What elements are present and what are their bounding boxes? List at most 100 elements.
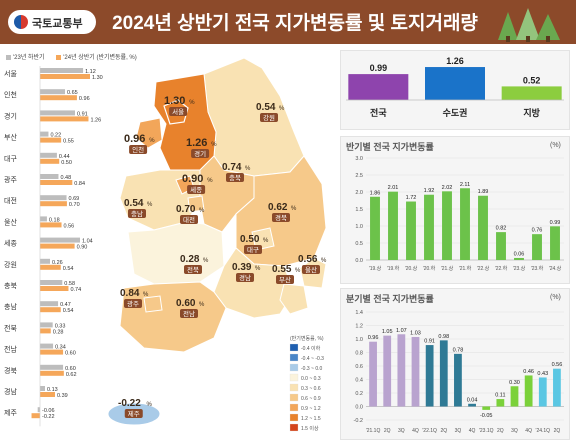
bar-value-label: -0.05 xyxy=(480,413,493,419)
map-callout: 0.56 % 울산 xyxy=(298,254,327,274)
map-callout: 0.54 % 강원 xyxy=(256,102,285,122)
map-value-label: 0.74 xyxy=(222,162,242,173)
x-tick-label: '21.상 xyxy=(441,265,454,272)
region-label: 경북 xyxy=(4,366,17,375)
map-region-name: 경북 xyxy=(275,213,287,222)
scale-legend-label: -0.4 이하 xyxy=(301,345,321,352)
map-unit-label: % xyxy=(291,206,297,212)
region-bar-prev xyxy=(40,216,47,222)
region-value-curr: 0.54 xyxy=(63,266,74,272)
map-callout: 0.70 % 대전 xyxy=(176,204,205,224)
x-tick-label: '19.상 xyxy=(369,265,382,272)
map-unit-label: % xyxy=(199,208,205,214)
region-value-prev: 0.69 xyxy=(69,196,80,202)
region-bar-curr xyxy=(40,328,51,334)
region-value-prev: 0.47 xyxy=(60,302,71,308)
bar xyxy=(482,406,491,410)
region-bar-curr xyxy=(40,222,62,228)
region-bar-prev xyxy=(40,301,59,307)
map-callout: 0.39 % 경남 xyxy=(232,262,261,282)
x-tick-label: '22.상 xyxy=(477,265,490,272)
scale-legend-swatch xyxy=(289,373,299,382)
y-tick-label: 1.0 xyxy=(355,224,363,230)
map-value-label: 0.55 xyxy=(272,264,292,275)
map-value-label: 0.50 xyxy=(240,234,260,245)
summary-value: 0.99 xyxy=(370,63,388,73)
region-bar-curr xyxy=(40,286,69,291)
region-value-prev: 0.60 xyxy=(65,366,76,372)
map-region-tag xyxy=(302,265,320,274)
map-region-tag xyxy=(184,265,202,274)
scale-legend-label: 0.0 ~ 0.3 xyxy=(301,376,321,382)
region-bar-curr xyxy=(40,349,64,355)
half-chart-title: 반기별 전국 지가변동률 xyxy=(346,142,434,152)
region-bar-curr xyxy=(40,307,61,313)
bar-value-label: 1.72 xyxy=(406,195,417,201)
region-value-curr: 1.26 xyxy=(90,117,101,123)
x-tick-label: 3Q xyxy=(455,428,462,434)
region-value-prev: 0.65 xyxy=(67,90,78,96)
bar-value-label: 1.05 xyxy=(382,329,393,335)
map-region-name: 전북 xyxy=(187,265,199,274)
summary-bar xyxy=(348,74,409,100)
region-value-prev: 0.26 xyxy=(52,260,63,266)
map-region-tag xyxy=(236,273,254,282)
region-bar-curr xyxy=(40,264,61,270)
x-tick-label: 4Q xyxy=(525,428,532,434)
bar xyxy=(369,341,377,407)
region-value-curr: 0.96 xyxy=(79,96,90,102)
map-callout: 0.96 % 인천 xyxy=(124,133,155,154)
region-bar-prev xyxy=(40,343,54,349)
bar xyxy=(550,226,560,260)
map-unit-label: % xyxy=(199,302,205,308)
scale-legend-swatch xyxy=(289,403,299,412)
region-label: 충북 xyxy=(4,281,17,290)
map-value-label: 0.60 xyxy=(176,298,196,309)
map-region-name: 충북 xyxy=(229,173,241,182)
bar-value-label: 0.96 xyxy=(368,335,379,341)
region-label: 부산 xyxy=(4,133,17,142)
x-tick-label: '21.1Q xyxy=(366,428,381,434)
map-value-label: 0.56 xyxy=(298,254,318,265)
map-callout: 0.74 % 충북 xyxy=(222,162,251,182)
x-tick-label: '22.하 xyxy=(495,265,508,272)
bar xyxy=(424,194,434,260)
region-bar-curr xyxy=(40,95,77,101)
x-tick-label: 3Q xyxy=(511,428,518,434)
bar-value-label: 2.01 xyxy=(388,185,399,191)
legend-prev-label: '23년 하반기 xyxy=(13,55,45,61)
y-tick-label: 2.5 xyxy=(355,173,363,179)
map-value-label: 0.70 xyxy=(176,204,196,215)
region-label: 인천 xyxy=(4,90,17,99)
y-tick-label: 0.0 xyxy=(355,405,363,411)
summary-value: 1.26 xyxy=(446,56,464,66)
region-label: 충남 xyxy=(4,302,17,311)
region-label: 경남 xyxy=(4,387,17,396)
bar xyxy=(496,399,505,407)
bar xyxy=(514,257,524,260)
bar-value-label: 2.02 xyxy=(442,185,453,191)
region-bar-prev xyxy=(40,174,59,179)
region-value-prev: 1.12 xyxy=(85,69,96,75)
scale-legend-label: 1.5 이상 xyxy=(301,425,319,432)
region-value-curr: -0.22 xyxy=(42,414,55,420)
region-value-prev: 1.04 xyxy=(82,239,93,245)
map-callout: 0.28 % 전북 xyxy=(180,254,209,274)
bar-value-label: 1.92 xyxy=(424,188,435,194)
quarter-chart-unit: (%) xyxy=(550,294,561,301)
scale-legend-label: -0.3 ~ 0.0 xyxy=(301,366,322,372)
y-tick-label: 1.2 xyxy=(355,324,363,330)
x-tick-label: 2Q xyxy=(554,428,561,434)
trees-icon xyxy=(498,8,560,42)
map-region-name: 강원 xyxy=(263,113,275,122)
bar xyxy=(478,195,488,260)
map-unit-label: % xyxy=(211,142,217,148)
ministry-emblem-icon xyxy=(14,15,28,29)
y-tick-label: 0.8 xyxy=(355,351,363,357)
region-value-curr: 0.90 xyxy=(77,245,88,251)
scale-legend-title: (반기변동률, %) xyxy=(290,335,324,342)
region-label: 대전 xyxy=(4,196,17,205)
region-value-prev: 0.58 xyxy=(64,281,75,287)
map-unit-label: % xyxy=(203,258,209,264)
map-region-name: 인천 xyxy=(132,145,144,154)
